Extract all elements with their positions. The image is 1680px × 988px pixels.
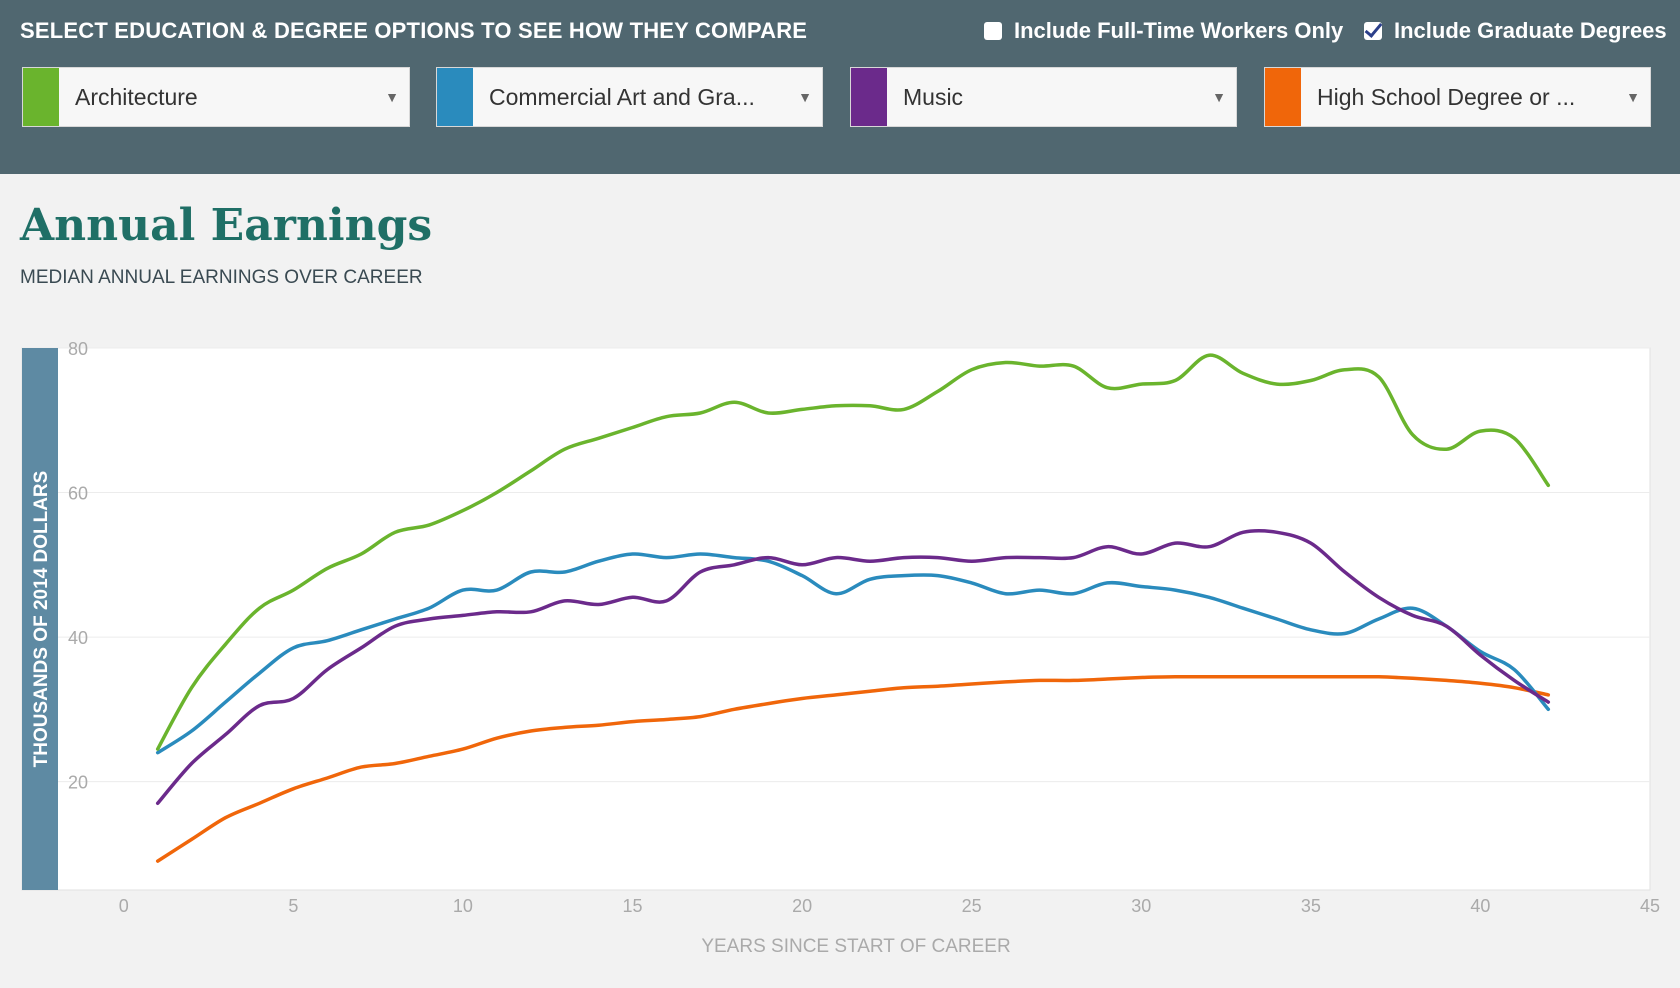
color-swatch [23, 68, 59, 126]
x-tick-label: 40 [1470, 896, 1490, 916]
graduate-degrees-option[interactable]: Include Graduate Degrees [1364, 18, 1667, 44]
dropdown-commercial-art[interactable]: Commercial Art and Gra... ▼ [436, 67, 823, 127]
color-swatch [851, 68, 887, 126]
full-time-workers-option[interactable]: Include Full-Time Workers Only [984, 18, 1343, 44]
caret-down-icon: ▼ [1626, 89, 1640, 105]
x-tick-label: 10 [453, 896, 473, 916]
y-tick-label: 60 [68, 484, 88, 504]
x-tick-label: 45 [1640, 896, 1660, 916]
x-tick-label: 20 [792, 896, 812, 916]
x-axis-label: YEARS SINCE START OF CAREER [701, 936, 1010, 957]
graduate-degrees-label: Include Graduate Degrees [1394, 18, 1667, 43]
color-swatch [1265, 68, 1301, 126]
x-tick-label: 0 [119, 896, 129, 916]
dropdown-architecture[interactable]: Architecture ▼ [22, 67, 410, 127]
series-line-music [155, 528, 1551, 806]
series-line-architecture [155, 353, 1551, 751]
y-tick-label: 40 [68, 628, 88, 648]
filter-panel: SELECT EDUCATION & DEGREE OPTIONS TO SEE… [0, 0, 1680, 174]
dropdown-high-school[interactable]: High School Degree or ... ▼ [1264, 67, 1651, 127]
dropdown-label: Music [903, 83, 964, 110]
series-line-commercial-art-and-gra [155, 552, 1551, 755]
y-tick-label: 20 [68, 773, 88, 793]
y-tick-label: 80 [68, 340, 88, 359]
chart-title: Annual Earnings [20, 200, 433, 251]
full-time-workers-label: Include Full-Time Workers Only [1014, 18, 1344, 43]
x-tick-label: 5 [288, 896, 298, 916]
full-time-workers-checkbox[interactable] [984, 22, 1002, 40]
x-tick-label: 30 [1131, 896, 1151, 916]
y-axis-label: THOUSANDS OF 2014 DOLLARS [31, 471, 52, 768]
graduate-degrees-checkbox[interactable] [1364, 22, 1382, 40]
y-axis-band [22, 348, 58, 890]
earnings-chart: 20 40 60 80 THOUSANDS OF 2014 DOLLARS 0 5 10 15 2… [21, 340, 1660, 957]
caret-down-icon: ▼ [798, 89, 812, 105]
chart-subtitle: MEDIAN ANNUAL EARNINGS OVER CAREER [20, 267, 423, 288]
x-tick-label: 35 [1301, 896, 1321, 916]
plot-area [21, 347, 1651, 891]
x-tick-label: 15 [622, 896, 642, 916]
color-swatch [437, 68, 473, 126]
caret-down-icon: ▼ [385, 89, 399, 105]
dropdown-label: Commercial Art and Gra... [489, 83, 755, 110]
series-line-high-school-degree-or [155, 674, 1551, 863]
filter-heading: SELECT EDUCATION & DEGREE OPTIONS TO SEE… [20, 18, 808, 43]
x-tick-label: 25 [962, 896, 982, 916]
caret-down-icon: ▼ [1212, 89, 1226, 105]
dropdown-label: High School Degree or ... [1317, 83, 1576, 110]
dropdown-music[interactable]: Music ▼ [850, 67, 1237, 127]
dropdown-label: Architecture [75, 83, 198, 110]
